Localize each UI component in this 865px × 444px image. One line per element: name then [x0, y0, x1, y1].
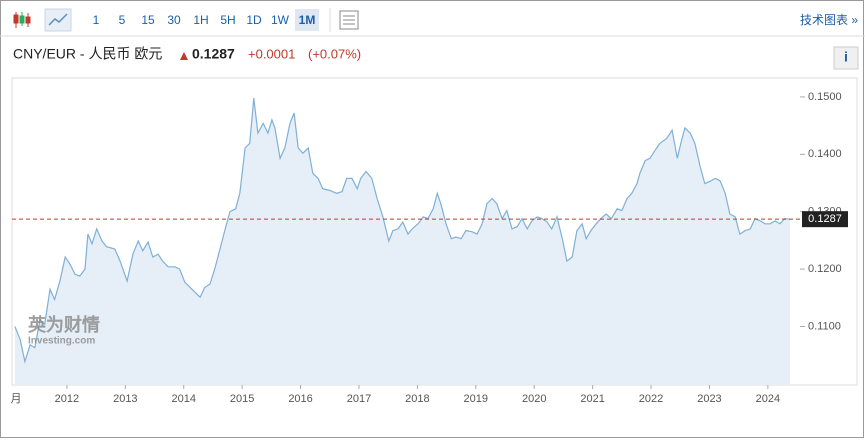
x-tick-label: 2014 — [171, 393, 195, 405]
pair-title: CNY/EUR - 人民币 欧元 — [13, 46, 162, 62]
watermark-site: Investing.com — [28, 336, 95, 347]
x-tick-label: 2016 — [288, 393, 312, 405]
y-tick-label: 0.1400 — [808, 148, 842, 160]
area-fill — [14, 98, 791, 385]
x-tick-label: 2017 — [347, 393, 371, 405]
x-tick-label: 2018 — [405, 393, 429, 405]
x-tick-label: 2020 — [522, 393, 546, 405]
x-tick-label: 2022 — [639, 393, 663, 405]
x-tick-label: 2023 — [697, 393, 721, 405]
interval-button[interactable]: 5 — [119, 13, 126, 27]
interval-button[interactable]: 1D — [246, 13, 262, 27]
interval-button[interactable]: 1 — [93, 13, 100, 27]
up-arrow — [180, 52, 188, 60]
x-tick-label: 2015 — [230, 393, 254, 405]
interval-button[interactable]: 1M — [299, 13, 316, 27]
price: 0.1287 — [192, 46, 235, 62]
change: +0.0001 — [248, 46, 295, 61]
x-tick-label: 2019 — [464, 393, 488, 405]
x-edge-label: 月 — [11, 393, 22, 405]
interval-button[interactable]: 5H — [220, 13, 235, 27]
area-icon[interactable] — [44, 8, 72, 32]
interval-button[interactable]: 30 — [167, 13, 181, 27]
watermark-brand: 英为财情 — [27, 314, 100, 335]
y-tick-label: 0.1500 — [808, 91, 842, 103]
last-price-box — [802, 211, 848, 228]
interval-button[interactable]: 1H — [193, 13, 208, 27]
x-tick-label: 2012 — [55, 393, 79, 405]
last-price-label: 0.1287 — [808, 213, 842, 225]
tech-chart-link[interactable]: 技术图表 » — [800, 13, 858, 27]
area-icon-line — [48, 13, 68, 26]
candle-icon[interactable] — [13, 12, 31, 28]
info-button[interactable] — [833, 46, 859, 70]
y-tick-label: 0.1200 — [808, 263, 842, 275]
interval-button[interactable]: 1W — [271, 13, 290, 27]
active-interval-bg — [295, 9, 319, 31]
info-icon: i — [844, 49, 848, 65]
x-tick-label: 2021 — [580, 393, 604, 405]
y-tick-label: 0.1100 — [808, 320, 841, 332]
change-pct: (+0.07%) — [308, 46, 361, 61]
price-line — [14, 98, 791, 364]
x-tick-label: 2024 — [756, 393, 780, 405]
x-tick-label: 2013 — [113, 393, 137, 405]
interval-button[interactable]: 15 — [141, 13, 155, 27]
